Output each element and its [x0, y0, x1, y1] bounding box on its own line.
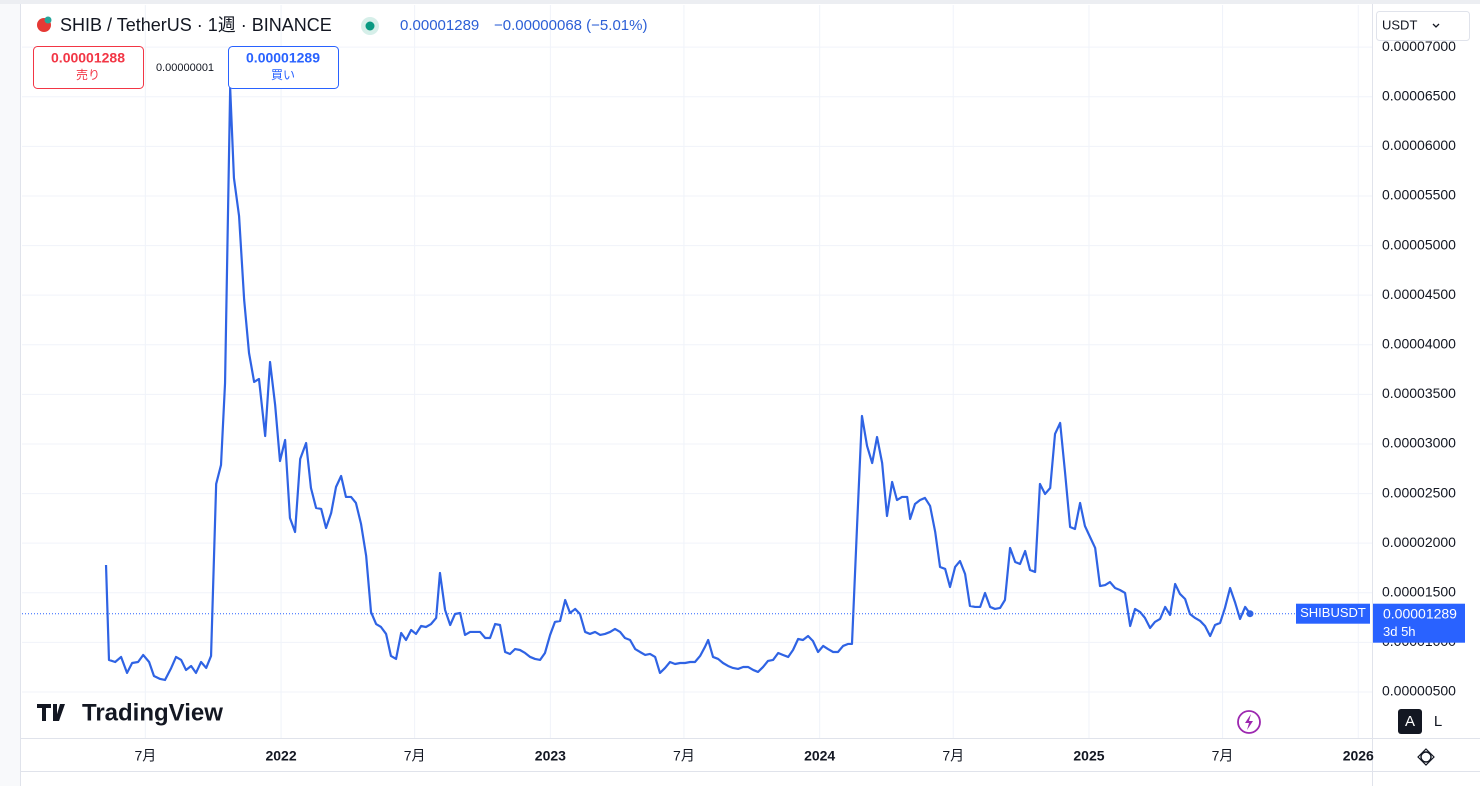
dropdown-caret [1432, 23, 1440, 28]
settings-button[interactable] [1420, 751, 1432, 763]
y-tick-label: 0.00000500 [1382, 683, 1456, 699]
sell-price: 0.00001288 [51, 50, 125, 66]
alert-bolt [1245, 714, 1253, 730]
x-tick-label: 2026 [1343, 748, 1374, 764]
symbol-title[interactable]: SHIB / TetherUS · 1週 · BINANCE [60, 15, 332, 35]
x-tick-label: 2023 [535, 748, 566, 764]
last-point [1246, 610, 1254, 618]
x-tick-label: 7月 [404, 748, 426, 764]
buy-price: 0.00001289 [246, 50, 320, 66]
auto-scale-label: A [1405, 713, 1415, 730]
y-tick-label: 0.00006000 [1382, 137, 1456, 153]
y-tick-label: 0.00007000 [1382, 38, 1456, 54]
auto-scale-button[interactable] [1398, 709, 1422, 734]
y-tick-label: 0.00003500 [1382, 385, 1456, 401]
y-tick-label: 0.00003000 [1382, 435, 1456, 451]
symbol-label-box [1296, 603, 1370, 624]
symbol-icon-badge [44, 16, 52, 24]
buy-button[interactable] [228, 46, 339, 89]
sell-button[interactable] [33, 46, 144, 89]
x-tick-label: 7月 [1212, 748, 1234, 764]
left-toolbar [0, 0, 20, 786]
market-status[interactable] [365, 21, 375, 31]
currency-label: USDT [1382, 17, 1417, 32]
brand-name[interactable]: TradingView [82, 699, 223, 726]
log-scale-label: L [1434, 713, 1442, 730]
price-line [104, 86, 1251, 682]
x-tick-label: 2024 [804, 748, 835, 764]
last-price-label: 0.00001289 [1383, 605, 1457, 621]
y-tick-label: 0.00006500 [1382, 87, 1456, 103]
y-tick-label: 0.00001500 [1382, 583, 1456, 599]
brand-logo[interactable] [37, 704, 65, 721]
currency-dropdown[interactable] [1376, 11, 1470, 41]
last-price-box [1373, 603, 1465, 643]
settings-outline [1417, 748, 1435, 766]
spread: 0.00000001 [156, 62, 214, 74]
x-tick-label: 7月 [942, 748, 964, 764]
x-tick-label: 7月 [134, 748, 156, 764]
symbol-label: SHIBUSDT [1300, 605, 1366, 620]
header-change: −0.00000068 (−5.01%) [494, 17, 647, 34]
buy-label: 買い [271, 68, 295, 82]
y-tick-label: 0.00005500 [1382, 187, 1456, 203]
top-border [0, 0, 1480, 4]
y-tick-label: 0.00005000 [1382, 236, 1456, 252]
grid-layer [22, 5, 1372, 738]
sell-label: 売り [76, 67, 100, 82]
axis-layer: 0.000005000.000010000.000015000.00002000… [134, 38, 1465, 764]
y-tick-label: 0.00004000 [1382, 335, 1456, 351]
x-tick-label: 2025 [1073, 748, 1104, 764]
plot-layer [22, 86, 1372, 682]
x-tick-label: 2022 [265, 748, 296, 764]
header-price: 0.00001289 [400, 17, 479, 34]
x-tick-label: 7月 [673, 748, 695, 764]
y-tick-label: 0.00004500 [1382, 286, 1456, 302]
y-tick-label: 0.00002000 [1382, 534, 1456, 550]
y-tick-label: 0.00002500 [1382, 484, 1456, 500]
countdown-label: 3d 5h [1383, 624, 1416, 639]
log-scale-button[interactable] [1426, 709, 1450, 734]
